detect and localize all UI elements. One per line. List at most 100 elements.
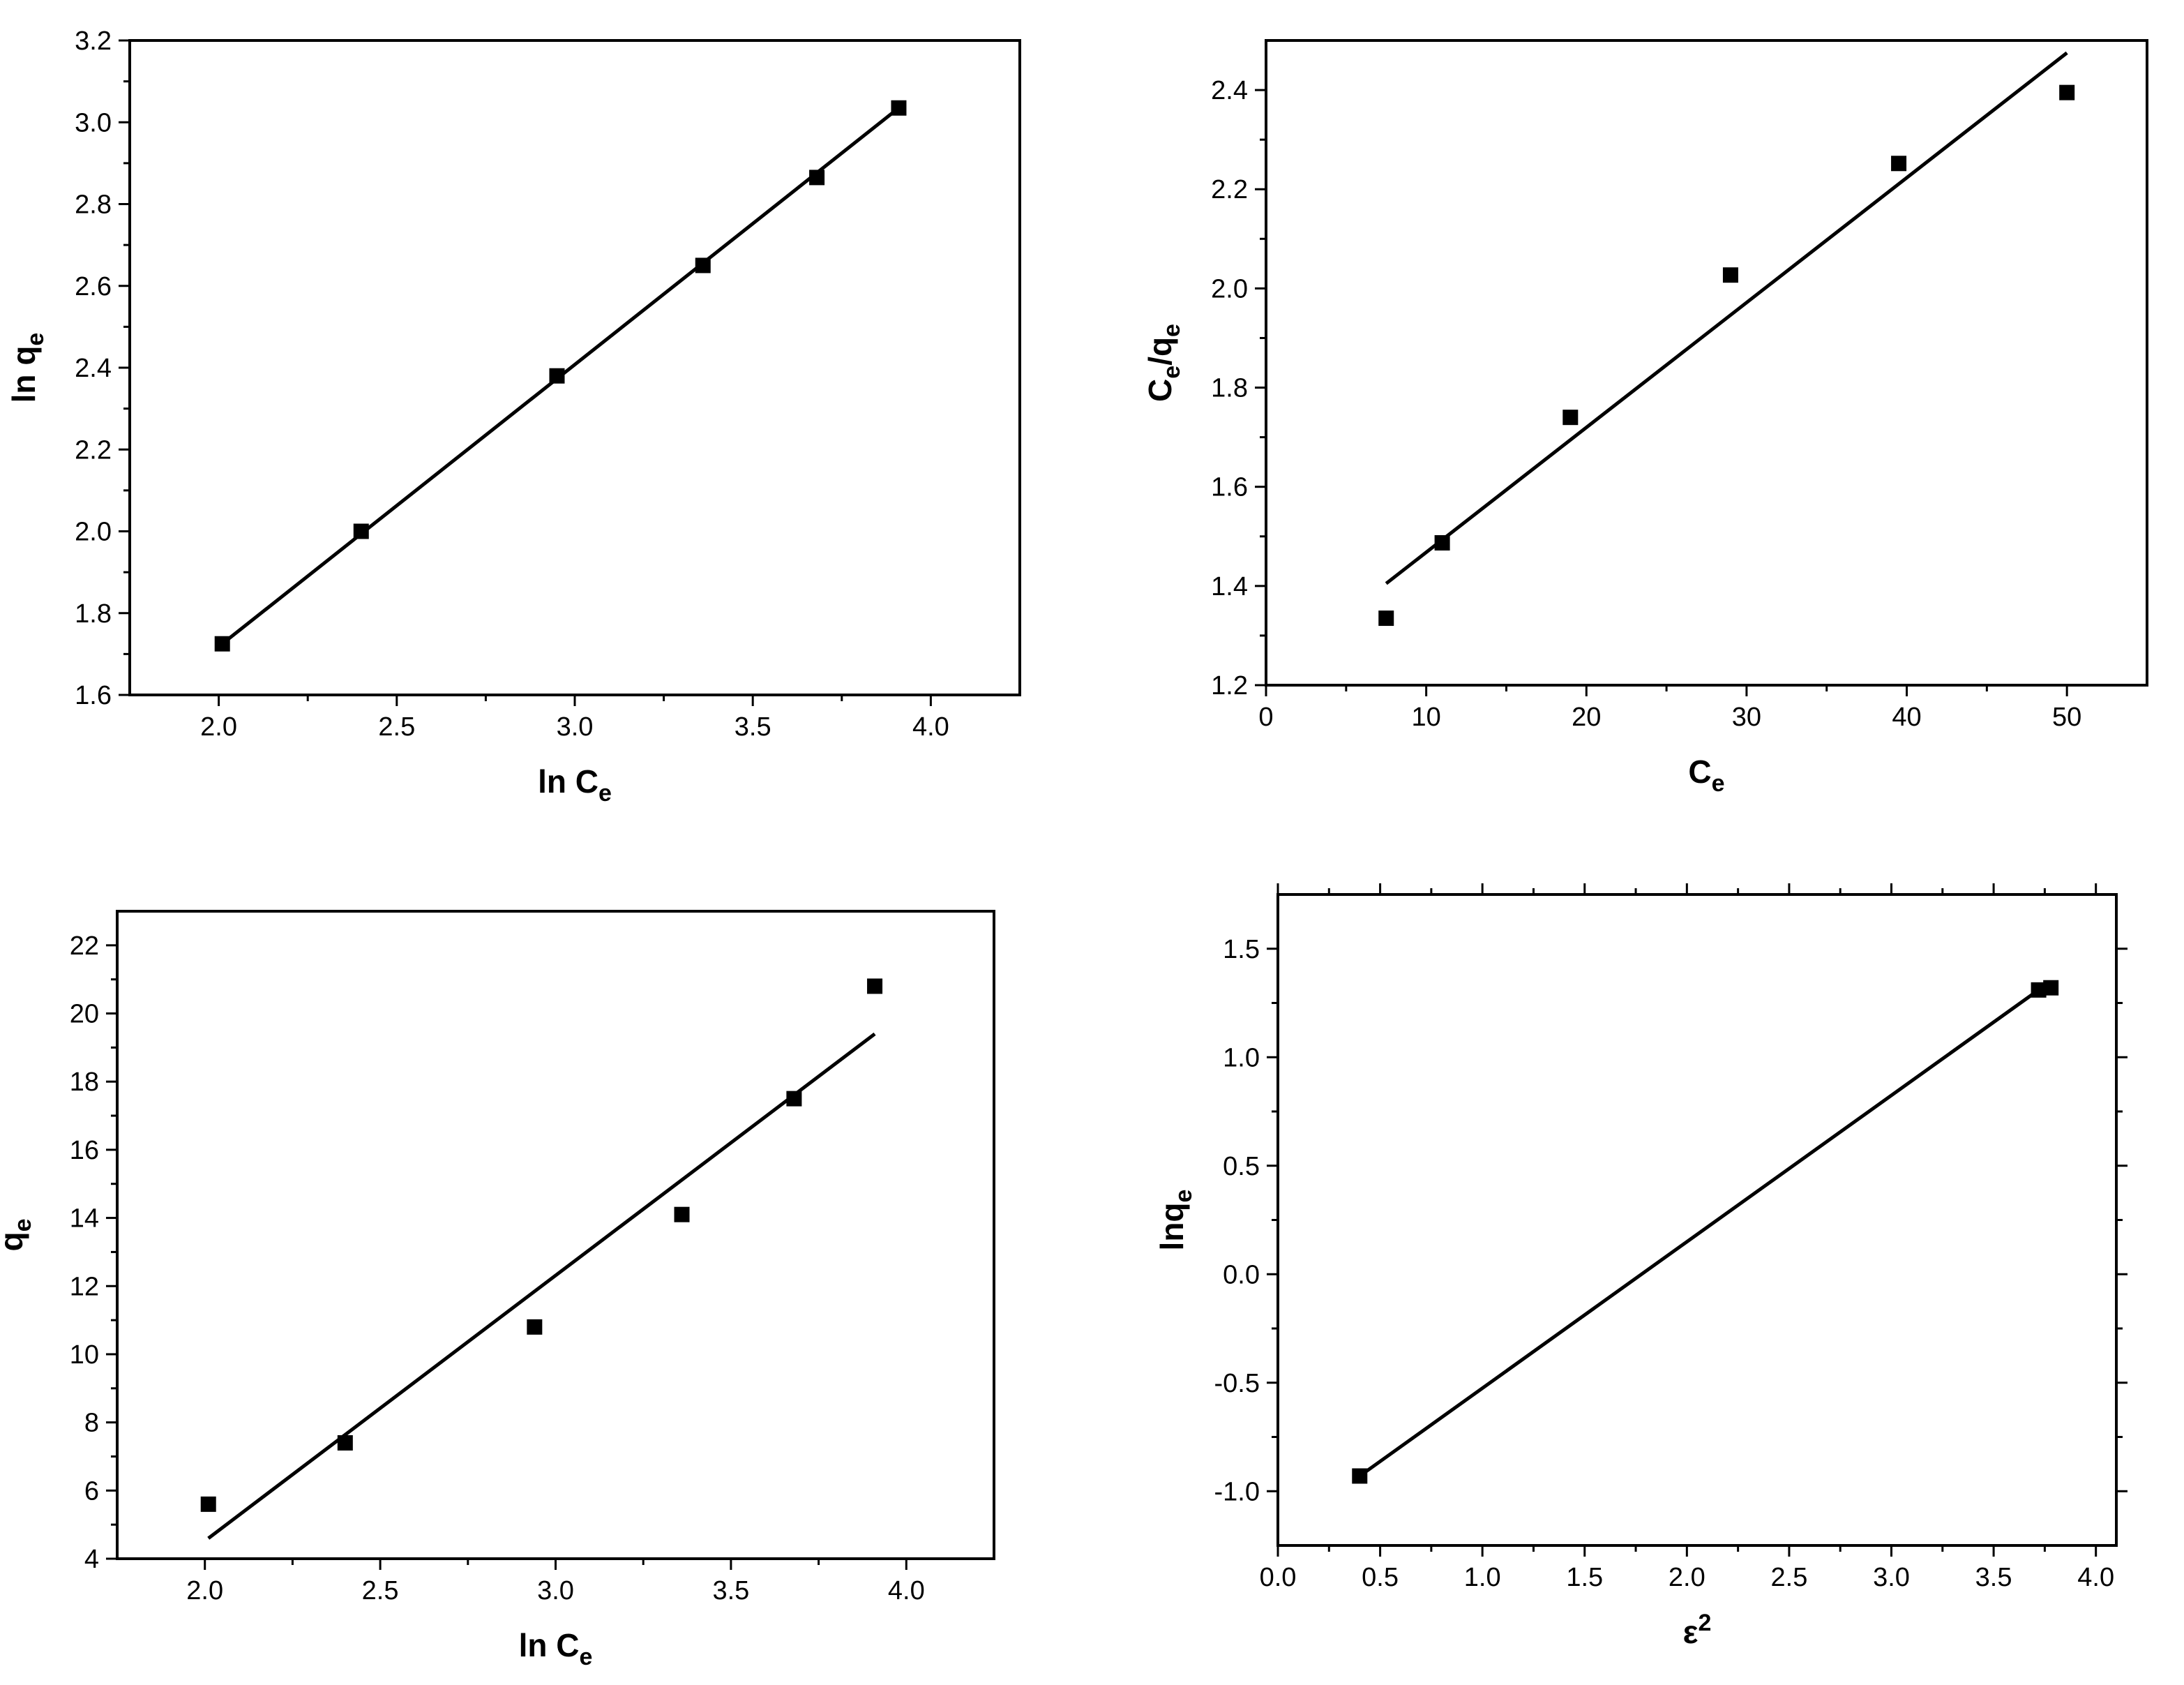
y-tick-label: 0.0 — [1223, 1260, 1260, 1289]
data-point — [695, 257, 711, 274]
data-point — [200, 1496, 216, 1512]
data-point — [1562, 410, 1579, 426]
y-tick-label: 2.4 — [75, 354, 112, 383]
x-tick-label: 20 — [1572, 703, 1601, 732]
y-tick-label: 2.6 — [75, 272, 112, 301]
data-point — [1378, 611, 1394, 627]
data-point — [786, 1091, 802, 1107]
y-tick-label: 12 — [70, 1272, 99, 1301]
axis-title-subscript: e — [22, 333, 49, 346]
axis-title-main: lnq — [1154, 1202, 1190, 1250]
x-tick-label: 1.0 — [1464, 1563, 1501, 1592]
axis-title-main: ln q — [6, 346, 42, 403]
y-axis-title: Ce/qe — [1142, 324, 1185, 402]
x-tick-label: 4.0 — [2077, 1563, 2114, 1592]
axis-title-subscript: e — [1159, 366, 1185, 379]
y-tick-label: 2.2 — [1211, 175, 1248, 204]
y-tick-label: 18 — [70, 1068, 99, 1097]
x-tick-label: 3.5 — [712, 1576, 749, 1605]
x-tick-label: 40 — [1892, 703, 1921, 732]
axis-title-subscript: e — [598, 780, 612, 807]
x-axis-title: ln Ce — [538, 763, 612, 807]
axis-title-main: ε — [1683, 1614, 1699, 1650]
x-tick-label: 3.0 — [1873, 1563, 1910, 1592]
data-point — [867, 978, 883, 994]
axis-title-subscript: e — [10, 1218, 36, 1231]
x-tick-label: 2.0 — [200, 712, 237, 742]
x-tick-label: 2.5 — [378, 712, 415, 742]
y-tick-label: 3.2 — [75, 27, 112, 56]
x-tick-label: 0 — [1258, 703, 1273, 732]
fit-line — [1358, 988, 2040, 1478]
y-tick-label: 2.0 — [1211, 274, 1248, 304]
y-tick-label: 10 — [70, 1340, 99, 1370]
y-tick-label: 22 — [70, 931, 99, 961]
data-point — [1434, 535, 1450, 551]
data-point — [527, 1319, 543, 1335]
y-tick-label: -0.5 — [1214, 1369, 1260, 1398]
axis-title-main: ln C — [519, 1627, 580, 1663]
data-point — [214, 636, 230, 652]
data-point — [891, 100, 907, 116]
data-point — [2059, 84, 2075, 100]
axis-title-subscript: e — [1159, 324, 1185, 337]
x-tick-label: 0.0 — [1260, 1563, 1297, 1592]
chart-panel-ln-qe-vs-ln-ce: 2.0 2.5 3.0 3.5 4.0 1.6 1.8 2.0 2.2 2.4 2.6 2.8 3.0 3… — [6, 27, 1021, 807]
y-tick-label: 8 — [84, 1409, 99, 1438]
y-tick-label: 1.6 — [1211, 473, 1248, 502]
x-axis-title: ε2 — [1683, 1610, 1712, 1650]
y-tick-label: 1.5 — [1223, 935, 1260, 964]
y-tick-label: 1.2 — [1211, 671, 1248, 701]
plot-frame — [1276, 893, 2118, 1547]
y-tick-label: 1.6 — [75, 681, 112, 710]
y-tick-label: 2.2 — [75, 435, 112, 465]
data-point — [1352, 1468, 1368, 1484]
data-point — [1722, 267, 1738, 283]
x-tick-label: 3.5 — [1975, 1563, 2012, 1592]
plot-frame — [116, 910, 995, 1560]
y-tick-label: 2.0 — [75, 518, 112, 547]
y-tick-label: 1.0 — [1223, 1043, 1260, 1072]
y-tick-label: -1.0 — [1214, 1477, 1260, 1506]
y-axis-title: ln qe — [6, 333, 49, 403]
data-point — [674, 1206, 690, 1222]
axis-title-main: C — [1142, 379, 1178, 402]
x-tick-label: 4.0 — [912, 712, 949, 742]
chart-panel-ln-qe-vs-epsilon-squared: 0.0 0.5 1.0 1.5 2.0 2.5 3.0 3.5 4.0 -1.0 -0.5 0.0 0.… — [1154, 883, 2127, 1650]
y-tick-label: 20 — [70, 1000, 99, 1029]
y-tick-label: 2.4 — [1211, 76, 1248, 105]
x-tick-label: 2.5 — [1771, 1563, 1808, 1592]
y-tick-label: 1.4 — [1211, 572, 1248, 601]
axis-title-main: C — [1688, 754, 1711, 790]
data-point — [549, 368, 565, 384]
axis-title-superscript: 2 — [1698, 1610, 1711, 1636]
x-tick-label: 3.0 — [557, 712, 594, 742]
axis-title-main: q — [0, 1231, 29, 1251]
x-tick-label: 30 — [1732, 703, 1761, 732]
axis-title-main: ln C — [538, 763, 598, 800]
data-point — [353, 523, 369, 539]
x-tick-label: 0.5 — [1362, 1563, 1399, 1592]
data-point — [809, 170, 825, 186]
y-tick-label: 14 — [70, 1204, 99, 1234]
plot-frame — [128, 39, 1021, 696]
fit-line — [1385, 51, 2068, 585]
y-tick-label: 6 — [84, 1476, 99, 1506]
data-point — [1891, 156, 1907, 172]
axis-title-subscript: e — [1712, 770, 1725, 797]
x-tick-label: 10 — [1411, 703, 1440, 732]
y-tick-label: 1.8 — [1211, 374, 1248, 403]
x-tick-label: 2.5 — [362, 1576, 399, 1605]
x-tick-label: 50 — [2052, 703, 2081, 732]
y-axis-title: qe — [0, 1218, 36, 1251]
y-tick-label: 16 — [70, 1136, 99, 1165]
y-tick-label: 3.0 — [75, 108, 112, 137]
axis-title-tail: /q — [1142, 337, 1178, 366]
axis-title-subscript: e — [1170, 1190, 1197, 1203]
x-axis-title: Ce — [1688, 754, 1724, 797]
x-tick-label: 4.0 — [888, 1576, 925, 1605]
data-point — [2043, 980, 2059, 996]
axis-title-subscript: e — [579, 1644, 592, 1670]
